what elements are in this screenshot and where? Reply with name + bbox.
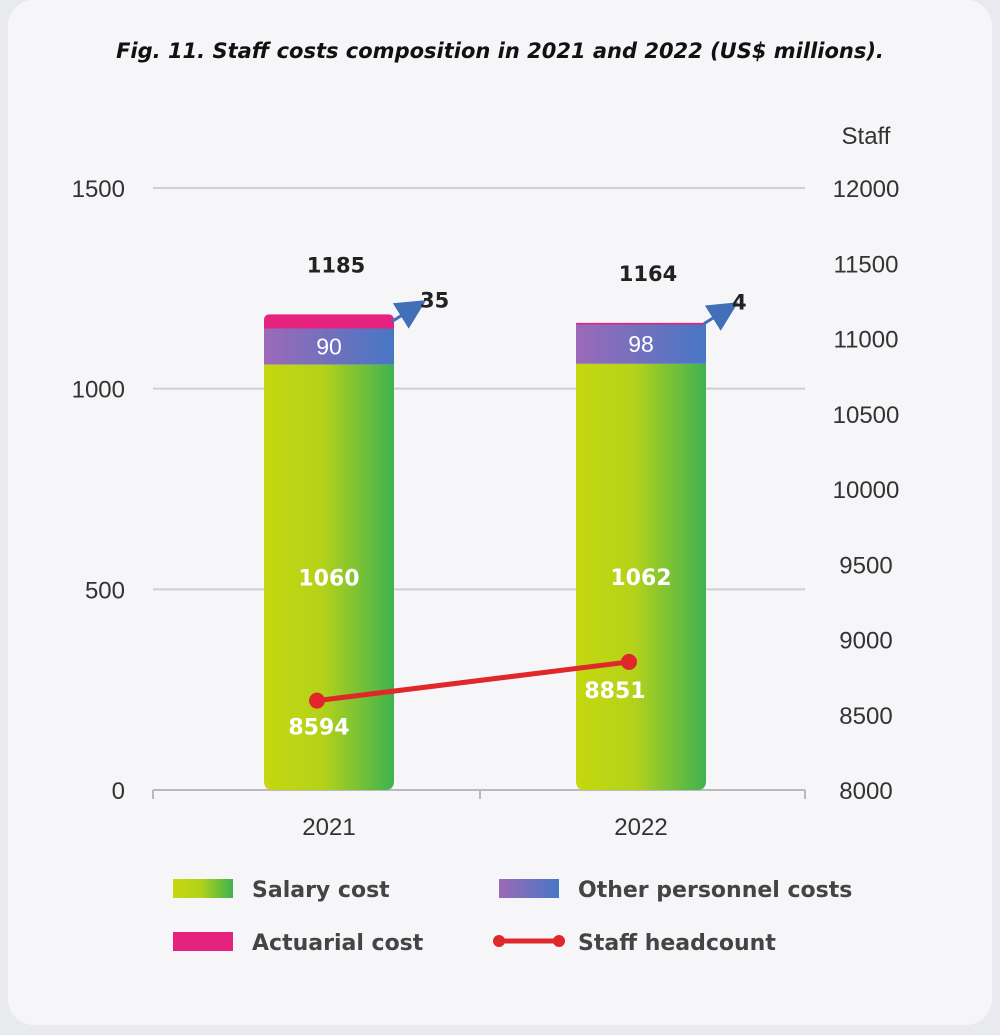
legend-label-headcount: Staff headcount [578, 931, 776, 956]
gridlines [153, 187, 805, 591]
x-axis: 2021 2022 [152, 789, 806, 841]
chart-title: Fig. 11. Staff costs composition in 2021… [116, 39, 884, 63]
y-right-tick-label: 12000 [833, 176, 900, 203]
label-total: 1164 [619, 262, 677, 286]
legend-label-salary: Salary cost [252, 878, 390, 903]
legend-swatch-actuarial [173, 932, 233, 951]
label-actuarial-cost: 35 [420, 288, 449, 312]
bar-other-personnel-costs [576, 324, 706, 364]
bar-actuarial-cost [264, 314, 394, 329]
data-labels: 1060 90 1185 35 1062 98 1164 4 [298, 253, 746, 591]
y-right-tick-label: 9500 [839, 552, 892, 579]
bars [264, 314, 706, 790]
label-actuarial-cost: 4 [732, 291, 747, 315]
headcount-line: 8594 8851 [288, 653, 646, 741]
y-left-tick-label: 500 [85, 577, 125, 604]
left-axis: 0 500 1000 1500 [72, 176, 125, 805]
y-right-tick-label: 9000 [839, 628, 892, 655]
headcount-point [621, 653, 637, 670]
legend-marker-headcount-b [553, 935, 565, 947]
y-left-tick-label: 1000 [72, 377, 125, 404]
legend: Salary cost Other personnel costs Actuar… [173, 878, 852, 956]
label-salary-cost: 1060 [298, 566, 359, 591]
y-right-tick-label: 11000 [834, 327, 899, 354]
legend-label-other: Other personnel costs [578, 878, 852, 903]
right-axis: 8000 8500 9000 9500 10000 10500 11000 11500 1200… [833, 176, 900, 805]
label-other-personnel-costs: 98 [628, 331, 654, 357]
x-tick-label: 2022 [614, 814, 667, 841]
legend-label-actuarial: Actuarial cost [252, 931, 424, 956]
label-total: 1185 [307, 253, 365, 277]
actuarial-callout-arrow [703, 302, 739, 331]
y-right-tick-label: 11500 [834, 251, 899, 278]
label-other-personnel-costs: 90 [316, 334, 342, 360]
y-left-tick-label: 1500 [72, 176, 125, 203]
y-right-tick-label: 8500 [839, 703, 892, 730]
y-right-tick-label: 8000 [839, 778, 892, 805]
y-right-tick-label: 10500 [833, 402, 900, 429]
y-right-tick-label: 10000 [833, 477, 900, 504]
headcount-label: 8851 [584, 679, 645, 704]
label-salary-cost: 1062 [610, 566, 671, 591]
x-tick-label: 2021 [302, 814, 355, 841]
actuarial-callout-arrow [391, 300, 427, 329]
bar-salary-cost [576, 363, 706, 790]
legend-swatch-other [499, 879, 559, 898]
headcount-label: 8594 [288, 716, 349, 741]
legend-marker-headcount-a [493, 935, 505, 947]
y-left-tick-label: 0 [112, 778, 125, 805]
bar-salary-cost [264, 364, 394, 790]
legend-swatch-salary [173, 879, 233, 898]
right-axis-title: Staff [842, 123, 891, 150]
headcount-point [309, 692, 325, 709]
headcount-line-segment [316, 659, 630, 704]
bar-actuarial-cost [576, 322, 706, 325]
chart-card [8, 0, 992, 1025]
bar-other-personnel-costs [264, 328, 394, 365]
